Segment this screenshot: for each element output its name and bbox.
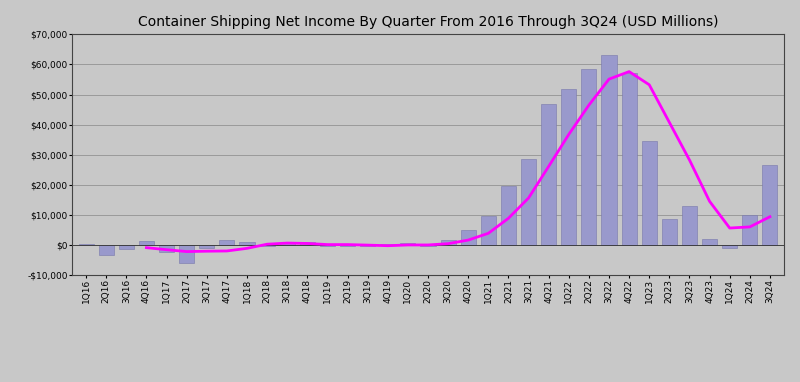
Bar (78, 244, 94, 245)
Bar (521, 159, 536, 245)
Bar (682, 206, 697, 245)
Bar (239, 242, 254, 245)
Bar (159, 245, 174, 253)
Bar (541, 104, 556, 245)
Bar (280, 243, 294, 245)
Bar (662, 219, 677, 245)
Bar (762, 165, 778, 245)
Bar (300, 242, 315, 245)
Bar (461, 230, 476, 245)
Bar (622, 73, 637, 245)
Bar (199, 245, 214, 248)
Bar (139, 241, 154, 245)
Bar (722, 245, 738, 248)
Bar (98, 245, 114, 256)
Bar (602, 55, 617, 245)
Bar (742, 215, 758, 245)
Bar (582, 69, 597, 245)
Bar (219, 240, 234, 245)
Bar (118, 245, 134, 249)
Bar (441, 240, 456, 245)
Bar (400, 243, 415, 245)
Bar (340, 245, 355, 246)
Bar (320, 245, 335, 246)
Bar (179, 245, 194, 263)
Bar (259, 245, 274, 246)
Bar (501, 186, 516, 245)
Bar (702, 239, 717, 245)
Bar (481, 216, 496, 245)
Title: Container Shipping Net Income By Quarter From 2016 Through 3Q24 (USD Millions): Container Shipping Net Income By Quarter… (138, 15, 718, 29)
Bar (642, 141, 657, 245)
Bar (562, 89, 576, 245)
Bar (421, 245, 435, 246)
Bar (360, 245, 375, 246)
Bar (380, 244, 395, 245)
